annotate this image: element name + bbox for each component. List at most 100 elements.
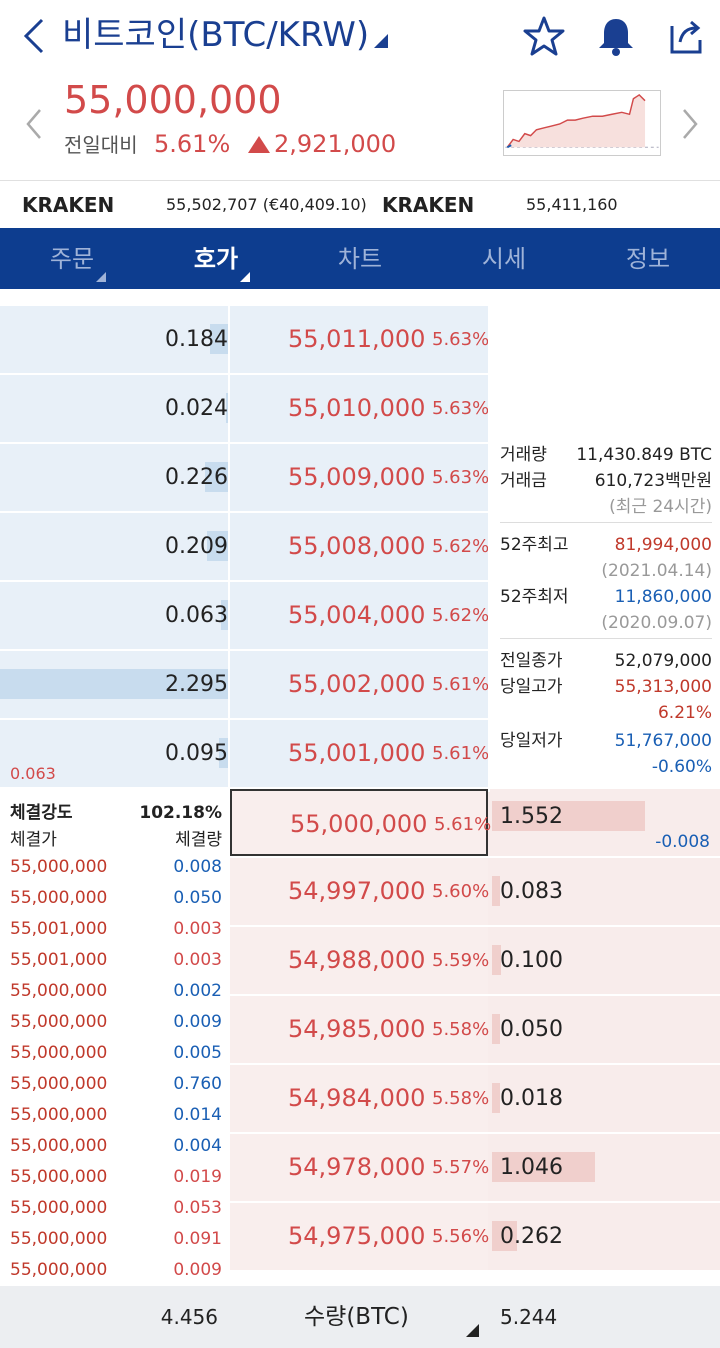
trade-qty: 0.053 — [173, 1198, 222, 1218]
tab-quotes[interactable]: 시세 — [432, 228, 576, 292]
ask-row[interactable]: 0.184 55,011,000 5.63% — [0, 306, 490, 373]
stat-value: 55,313,000 — [614, 677, 712, 697]
bid-price-cell[interactable]: 54,985,000 5.58% — [230, 996, 489, 1063]
bid-row[interactable]: 54,985,000 5.58% 0.050 — [230, 996, 720, 1063]
compare-diff: 2,921,000 — [274, 130, 397, 158]
ask-price-cell[interactable]: 55,002,000 5.61% — [230, 651, 490, 718]
ask-row[interactable]: 0.226 55,009,000 5.63% — [0, 444, 490, 511]
dropdown-caret-icon[interactable] — [374, 34, 388, 48]
bid-row[interactable]: 54,984,000 5.58% 0.018 — [230, 1065, 720, 1132]
bid-qty: 1.046 — [500, 1155, 563, 1180]
back-arrow-icon[interactable] — [18, 14, 50, 58]
bid-price: 54,985,000 — [288, 1015, 426, 1043]
tab-chart[interactable]: 차트 — [288, 228, 432, 292]
stats-divider — [500, 638, 712, 639]
tab-caret-icon — [96, 272, 106, 282]
ask-price: 55,009,000 — [288, 463, 426, 491]
bid-pct: 5.57% — [432, 1157, 490, 1178]
prev-chevron-icon[interactable] — [22, 104, 46, 144]
trade-price: 55,000,000 — [10, 1012, 108, 1032]
column-divider — [228, 292, 230, 792]
ask-price-cell[interactable]: 55,009,000 5.63% — [230, 444, 489, 511]
bid-pct: 5.61% — [434, 814, 492, 835]
bid-price-cell[interactable]: 55,000,000 5.61% — [230, 789, 492, 856]
trade-qty: 0.760 — [173, 1074, 222, 1094]
ask-price-cell[interactable]: 55,010,000 5.63% — [230, 375, 489, 442]
stat-value: (2020.09.07) — [601, 613, 712, 633]
trade-qty: 0.003 — [173, 919, 222, 939]
bid-row[interactable]: 54,988,000 5.59% 0.100 — [230, 927, 720, 994]
trade-qty-header: 체결량 — [175, 830, 222, 850]
stat-label: 전일종가 — [500, 651, 563, 671]
trade-qty: 0.004 — [173, 1136, 222, 1156]
next-chevron-icon[interactable] — [678, 104, 702, 144]
kraken-label: KRAKEN — [22, 193, 115, 217]
stat-label: 거래금 — [500, 471, 547, 491]
bid-qty: 0.100 — [500, 948, 563, 973]
bid-depth-bar — [492, 876, 500, 906]
trade-qty: 0.050 — [173, 888, 222, 908]
bid-price-cell[interactable]: 54,975,000 5.56% — [230, 1203, 490, 1270]
stat-value: -0.60% — [651, 757, 712, 777]
stat-label: 52주최저 — [500, 587, 569, 607]
ask-price-cell[interactable]: 55,008,000 5.62% — [230, 513, 490, 580]
bid-price-cell[interactable]: 54,978,000 5.57% — [230, 1134, 490, 1201]
ask-pct: 5.61% — [432, 743, 490, 764]
bid-depth-bar — [492, 1014, 500, 1044]
ask-price-cell[interactable]: 55,001,000 5.61% — [230, 720, 490, 787]
bid-price: 54,984,000 — [288, 1084, 426, 1112]
share-icon[interactable] — [664, 14, 708, 58]
bid-pct: 5.56% — [432, 1226, 490, 1247]
ask-row[interactable]: 0.024 55,010,000 5.63% — [0, 375, 490, 442]
ask-qty: 0.063 — [165, 603, 228, 628]
bid-row[interactable]: 54,997,000 5.60% 0.083 — [230, 858, 720, 925]
tab-orderbook[interactable]: 호가 — [144, 228, 288, 292]
trade-price: 55,000,000 — [10, 1074, 108, 1094]
bid-price-cell[interactable]: 54,984,000 5.58% — [230, 1065, 490, 1132]
bid-depth-bar — [492, 1152, 595, 1182]
bid-qty: 0.083 — [500, 879, 563, 904]
bid-row[interactable]: 54,975,000 5.56% 0.262 — [230, 1203, 720, 1270]
ask-qty: 0.209 — [165, 534, 228, 559]
kraken-value-eur: 55,502,707 (€40,409.10) — [166, 195, 367, 214]
trade-price: 55,000,000 — [10, 1167, 108, 1187]
orderbook-footer: 4.456 수량(BTC) 5.244 — [0, 1286, 720, 1348]
stat-value: 6.21% — [657, 703, 712, 723]
ask-price-cell[interactable]: 55,004,000 5.62% — [230, 582, 489, 649]
ask-price: 55,004,000 — [288, 601, 426, 629]
ask-row[interactable]: 0.209 55,008,000 5.62% — [0, 513, 490, 580]
tab-caret-icon — [240, 272, 250, 282]
tab-bar: 주문 호가 차트 시세 정보 — [0, 228, 720, 292]
strength-value: 102.18% — [139, 803, 222, 823]
ask-row[interactable]: 0.095 55,001,000 5.61% — [0, 720, 490, 787]
compare-percent: 5.61% — [154, 130, 231, 158]
bid-price-cell[interactable]: 54,997,000 5.60% — [230, 858, 489, 925]
unit-selector[interactable]: 수량(BTC) — [304, 1304, 409, 1330]
ask-price-cell[interactable]: 55,011,000 5.63% — [230, 306, 489, 373]
tab-label: 호가 — [193, 245, 239, 273]
tab-info[interactable]: 정보 — [576, 228, 720, 292]
trade-price: 55,000,000 — [10, 1043, 108, 1063]
bid-row[interactable]: 55,000,000 5.61% 1.552 — [230, 789, 720, 856]
star-icon[interactable] — [522, 14, 566, 58]
ask-row[interactable]: 2.295 55,002,000 5.61% — [0, 651, 490, 718]
bid-price: 54,975,000 — [288, 1222, 426, 1250]
ask-price: 55,001,000 — [288, 739, 426, 767]
stat-label: 52주최고 — [500, 535, 569, 555]
ask-row[interactable]: 0.063 55,004,000 5.62% — [0, 582, 490, 649]
sparkline-chart[interactable] — [503, 90, 661, 156]
bid-price-cell[interactable]: 54,988,000 5.59% — [230, 927, 489, 994]
ask-pct: 5.61% — [432, 674, 490, 695]
bid-depth-bar — [492, 801, 645, 831]
ask-pct: 5.62% — [432, 536, 490, 557]
bid-row[interactable]: 54,978,000 5.57% 1.046 — [230, 1134, 720, 1201]
tab-order[interactable]: 주문 — [0, 228, 144, 292]
unit-caret-icon[interactable] — [466, 1324, 479, 1337]
stats-divider — [500, 522, 712, 523]
ask-qty: 0.184 — [165, 327, 228, 352]
bell-icon[interactable] — [594, 14, 638, 58]
bid-pct: 5.58% — [432, 1088, 490, 1109]
trade-price: 55,001,000 — [10, 919, 108, 939]
page-title[interactable]: 비트코인(BTC/KRW) — [62, 15, 370, 55]
